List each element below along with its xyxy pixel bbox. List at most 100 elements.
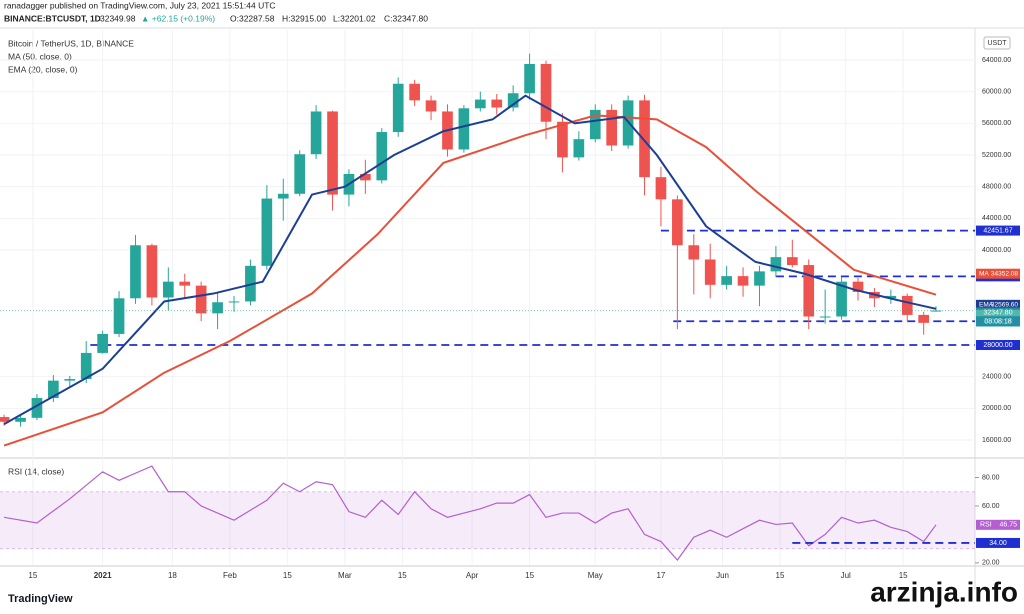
legend-title: Bitcoin / TetherUS, 1D, BINANCE (8, 38, 134, 48)
indicator-box (976, 299, 1020, 310)
candle-body (688, 245, 700, 260)
open: O:32287.58 (230, 13, 275, 23)
candle-body (228, 301, 240, 303)
candle-body (15, 417, 26, 422)
level-label: 42451.67 (983, 227, 1012, 234)
candle-body (770, 257, 782, 272)
candle-body (557, 121, 568, 158)
indicator-value: 34352.08 (991, 270, 1018, 277)
candle-body (97, 333, 108, 353)
candle-body (491, 99, 503, 108)
y-tick-label: 48000.00 (982, 184, 1011, 191)
symbol: BINANCE:BTCUSDT, 1D (4, 13, 101, 23)
candle-body (310, 111, 322, 155)
level-box (976, 225, 1020, 236)
candle-body (64, 379, 76, 381)
x-tick-label: 15 (899, 571, 908, 580)
candle-body (48, 380, 59, 399)
candle-body (0, 417, 10, 422)
close: C:32347.80 (384, 13, 428, 23)
rsi-line (4, 465, 937, 561)
candle-body (80, 352, 92, 380)
candle-body (294, 154, 306, 194)
change: ▲ +62.15 (+0.19%) (141, 13, 215, 23)
candle-body (836, 281, 847, 317)
candle-body (409, 83, 420, 101)
candle-body (819, 316, 831, 318)
currency: USDT (987, 40, 1007, 47)
candle-body (589, 109, 601, 140)
countdown: 08:08:18 (984, 318, 1011, 325)
x-tick-label: 15 (776, 571, 785, 580)
y-tick-label: 24000.00 (982, 374, 1011, 381)
candle-body (277, 193, 289, 199)
indicator-name: EMA (979, 302, 994, 309)
rsi-name: RSI (980, 522, 992, 529)
x-tick-label: 15 (398, 571, 407, 580)
rsi-tick-label: 60.00 (982, 503, 1000, 510)
x-tick-label: Jul (841, 571, 851, 580)
candle-body (31, 398, 43, 418)
level-label: 28000.00 (983, 342, 1012, 349)
x-tick-label: Mar (338, 571, 352, 580)
high: H:32915.00 (282, 13, 326, 23)
y-tick-label: 20000.00 (982, 405, 1011, 412)
candle-body (425, 100, 437, 112)
y-tick-label: 16000.00 (982, 437, 1011, 444)
indicator-line (3, 114, 937, 447)
candle-body (474, 99, 486, 109)
candle-body (376, 132, 388, 181)
x-tick-label: May (588, 571, 603, 580)
rsi-value-label: 46.75 (999, 522, 1017, 529)
legend-rsi: RSI (14, close) (8, 466, 64, 476)
candle-body (573, 139, 585, 158)
low: L:32201.02 (333, 13, 376, 23)
last: 32349.98 (100, 13, 136, 23)
candle-body (721, 276, 732, 285)
candle-body (327, 111, 338, 195)
x-tick-label: 15 (525, 571, 534, 580)
logo: TradingView (8, 593, 73, 605)
indicator-value: 32569.60 (991, 302, 1018, 309)
candle-body (392, 83, 404, 133)
candle-body (918, 314, 930, 323)
candle-body (507, 93, 519, 108)
x-tick-label: 15 (283, 571, 292, 580)
y-tick-label: 44000.00 (982, 215, 1011, 222)
x-tick-label: Apr (466, 571, 479, 580)
rsi-band (0, 491, 975, 549)
currency-box (983, 36, 1011, 50)
x-tick-label: 18 (168, 571, 177, 580)
indicator-line (3, 94, 937, 426)
indicator-name: MA (979, 270, 989, 277)
level-box (976, 339, 1020, 350)
candle-body (179, 281, 191, 286)
x-tick-label: 15 (28, 571, 37, 580)
candle-body (130, 245, 141, 299)
candle-body (606, 109, 618, 146)
candle-body (639, 100, 650, 178)
indicator-box (976, 268, 1020, 279)
candle-body (754, 271, 765, 286)
y-tick-label: 52000.00 (982, 152, 1011, 159)
candle-body (803, 265, 815, 317)
candle-body (901, 295, 913, 315)
rsi-tick-label: 80.00 (982, 474, 1000, 481)
candle-body (737, 276, 749, 286)
candle-body (540, 63, 552, 122)
candle-body (852, 281, 864, 292)
x-tick-label: 2021 (94, 571, 112, 580)
candle-body (162, 281, 174, 298)
rsi-level-label: 34.00 (989, 540, 1007, 547)
candle-body (672, 199, 683, 246)
candle-body (704, 259, 716, 285)
candle-body (655, 177, 667, 200)
candle-body (786, 257, 798, 266)
rsi-value-box (976, 519, 1020, 530)
candle-body (261, 198, 273, 266)
x-tick-label: 17 (656, 571, 665, 580)
watermark: arzinja.info (870, 576, 1018, 607)
y-tick-label: 40000.00 (982, 247, 1011, 254)
